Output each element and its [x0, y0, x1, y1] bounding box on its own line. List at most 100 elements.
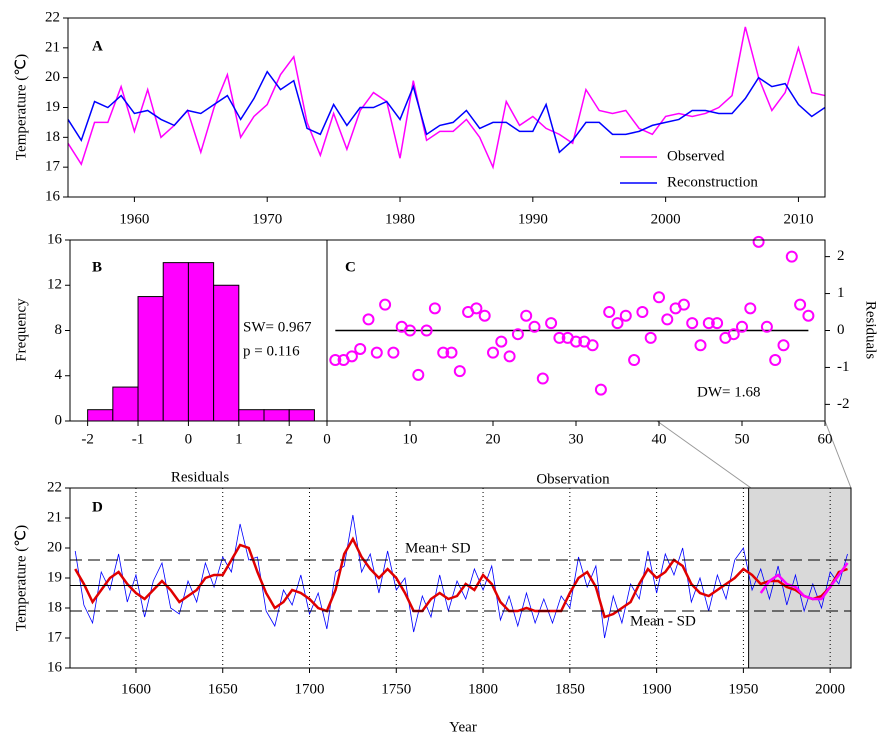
x-axis-label: Residuals [171, 469, 229, 485]
x-tick-label: 1 [235, 431, 243, 447]
data-line [74, 514, 848, 639]
legend-label: Observed [667, 148, 725, 164]
y-tick-label: 16 [47, 231, 63, 247]
x-tick-label: 40 [652, 431, 667, 447]
residual-point [404, 324, 416, 337]
y-tick-label: 0 [837, 322, 845, 338]
residual-point [503, 350, 516, 363]
y-tick-label: 1 [837, 285, 845, 301]
residual-point [777, 339, 790, 352]
panel-label: D [92, 499, 103, 515]
x-tick-label: -1 [132, 431, 145, 447]
y-tick-label: 4 [55, 367, 63, 383]
x-tick-label: 1600 [121, 681, 151, 697]
residual-point [528, 320, 541, 333]
zoom-connector [824, 420, 852, 489]
residual-point [478, 309, 491, 322]
y-axis-label: Temperature (℃) [13, 54, 29, 160]
annotation: p = 0.116 [243, 343, 300, 359]
residual-point [329, 354, 342, 367]
x-tick-label: 0 [185, 431, 193, 447]
residual-point [428, 302, 441, 315]
reference-label: Mean - SD [630, 613, 696, 629]
residual-point [711, 317, 724, 330]
residual-point [694, 339, 707, 352]
x-tick-label: 20 [486, 431, 501, 447]
reference-label: Mean+ SD [405, 540, 471, 556]
y-tick-label: -2 [837, 396, 850, 412]
histogram-bar [238, 409, 265, 422]
y-axis-label: Temperature (℃) [13, 525, 29, 631]
residual-point [785, 250, 798, 263]
x-tick-label: 30 [569, 431, 584, 447]
histogram-bar [162, 262, 189, 422]
x-tick-label: 2000 [815, 681, 845, 697]
residual-point [802, 309, 815, 322]
y-tick-label: 22 [45, 9, 60, 25]
residual-point [545, 317, 558, 330]
plot-frame [67, 17, 826, 198]
residual-point [644, 331, 657, 344]
residual-point [769, 354, 782, 367]
y-tick-label: 19 [47, 569, 62, 585]
residual-point [520, 309, 533, 322]
x-tick-label: 1850 [555, 681, 585, 697]
y-tick-label: 19 [45, 99, 60, 115]
x-tick-label: 1990 [518, 211, 548, 227]
y-tick-label: 16 [47, 659, 63, 675]
residual-point [437, 346, 450, 359]
residual-point [570, 335, 582, 348]
y-tick-label: 17 [45, 159, 61, 175]
residual-point [628, 354, 641, 367]
x-tick-label: 2010 [783, 211, 813, 227]
plot-frame [69, 487, 852, 669]
residual-point [470, 302, 483, 315]
residual-point [536, 372, 549, 385]
x-tick-label: 60 [818, 431, 833, 447]
residual-point [794, 298, 807, 311]
x-tick-label: 1700 [295, 681, 325, 697]
y-tick-label: 22 [47, 479, 62, 495]
x-tick-label: 1650 [208, 681, 238, 697]
residual-point [744, 302, 757, 315]
panel-label: B [92, 259, 102, 275]
y-tick-label: -1 [837, 359, 850, 375]
annotation: DW= 1.68 [697, 384, 760, 400]
panel-label: A [92, 38, 103, 54]
x-axis-label: Year [449, 719, 477, 735]
residual-point [412, 368, 425, 381]
y-tick-label: 17 [47, 629, 63, 645]
zoom-connector [656, 420, 752, 489]
y-tick-label: 21 [47, 509, 62, 525]
x-axis-label: Observation [536, 471, 610, 487]
residual-point [495, 335, 508, 348]
y-tick-label: 20 [47, 539, 62, 555]
residual-point [345, 350, 358, 363]
y-tick-label: 0 [55, 412, 63, 428]
x-tick-label: 1970 [252, 211, 282, 227]
residual-point [702, 317, 715, 330]
histogram-bar [87, 409, 114, 422]
histogram-bar [187, 262, 215, 422]
y-tick-label: 21 [45, 39, 60, 55]
x-tick-label: 1950 [728, 681, 758, 697]
residual-point [370, 346, 383, 359]
residual-point [362, 313, 375, 326]
residual-point [594, 383, 607, 396]
y-tick-label: 20 [45, 69, 60, 85]
residual-point [619, 309, 632, 322]
data-line [67, 26, 826, 170]
x-tick-label: 10 [403, 431, 418, 447]
residual-point [686, 317, 699, 330]
residual-point [586, 339, 599, 352]
residual-point [379, 298, 392, 311]
x-tick-label: 0 [323, 431, 331, 447]
y-tick-label: 12 [47, 277, 62, 293]
y-axis-label: Frequency [13, 298, 29, 362]
residual-point [736, 320, 748, 333]
x-tick-label: 2 [285, 431, 293, 447]
residual-point [445, 346, 458, 359]
histogram-bar [112, 386, 139, 422]
